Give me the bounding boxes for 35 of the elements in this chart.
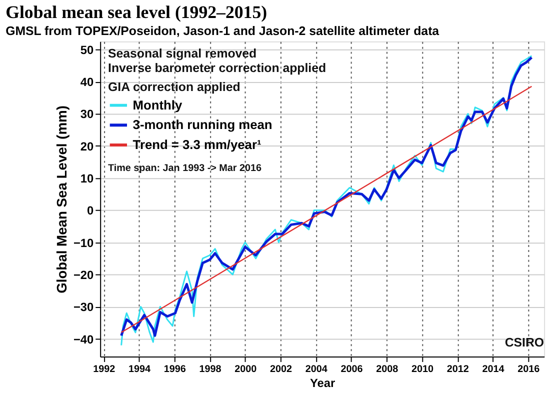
x-tick-label: 2016 <box>518 364 540 375</box>
x-tick-label: 2006 <box>340 364 364 375</box>
legend-label: Monthly <box>132 97 183 112</box>
y-tick-label: −40 <box>73 332 94 346</box>
y-tick-label: −30 <box>73 300 94 314</box>
y-tick-label: 10 <box>80 172 94 186</box>
y-tick-label: 0 <box>87 204 94 218</box>
annotation: CSIRO <box>504 336 544 350</box>
x-tick-label: 2012 <box>446 364 470 375</box>
legend-label: 3-month running mean <box>132 117 272 132</box>
x-tick-label: 1998 <box>199 364 222 375</box>
x-tick-label: 1996 <box>164 364 186 375</box>
x-tick-label: 2000 <box>234 364 258 375</box>
annotation: Time span: Jan 1993 -> Mar 2016 <box>108 163 262 174</box>
y-tick-label: 40 <box>80 75 94 90</box>
annotation: Inverse barometer correction applied <box>108 61 326 76</box>
x-tick-label: 1992 <box>93 364 116 375</box>
annotation: GIA correction applied <box>108 80 240 94</box>
chart-subtitle: GMSL from TOPEX/Poseidon, Jason-1 and Jason-2 satellite altimeter data <box>6 24 440 38</box>
annotation: Seasonal signal removed <box>108 46 257 60</box>
y-tick-label: 20 <box>80 139 94 154</box>
chart-title: Global mean sea level (1992–2015) <box>6 2 268 22</box>
x-tick-label: 2010 <box>411 364 434 375</box>
x-axis-title: Year <box>310 376 336 390</box>
y-tick-label: −10 <box>73 236 94 250</box>
y-axis-title: Global Mean Sea Level (mm) <box>54 106 70 294</box>
x-tick-label: 1994 <box>128 364 151 375</box>
y-tick-label: −20 <box>73 268 94 282</box>
y-tick-label: 50 <box>80 42 94 57</box>
x-tick-label: 2014 <box>482 364 505 375</box>
x-tick-label: 2002 <box>270 364 292 375</box>
legend-label: Trend = 3.3 mm/year¹ <box>132 136 262 152</box>
x-tick-label: 2004 <box>305 364 328 375</box>
x-tick-label: 2008 <box>376 364 399 375</box>
y-tick-label: 30 <box>80 107 94 122</box>
